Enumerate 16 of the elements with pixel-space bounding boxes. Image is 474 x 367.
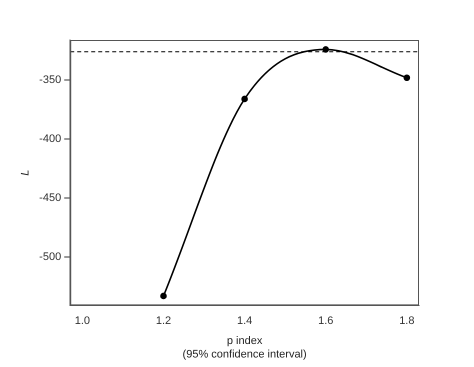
x-tick-label: 1.8 xyxy=(399,315,414,328)
y-tick-label: -500 xyxy=(39,251,62,264)
x-tick-label: 1.2 xyxy=(156,315,172,328)
x-axis-title: p index xyxy=(226,335,263,348)
y-tick-label: -350 xyxy=(39,74,62,86)
text: (95% confidence interval) xyxy=(182,348,307,360)
point xyxy=(322,46,330,53)
x-tick-label: 1.0 xyxy=(74,315,90,328)
y-tick-label: -450 xyxy=(39,192,62,204)
x-tick-label: 1.4 xyxy=(236,315,252,328)
y-axis-title: L xyxy=(20,170,32,176)
y-tick-label: -400 xyxy=(39,133,62,146)
x-tick-label: 1.6 xyxy=(318,315,334,328)
point xyxy=(160,292,167,300)
point xyxy=(404,74,410,82)
point xyxy=(241,96,248,102)
